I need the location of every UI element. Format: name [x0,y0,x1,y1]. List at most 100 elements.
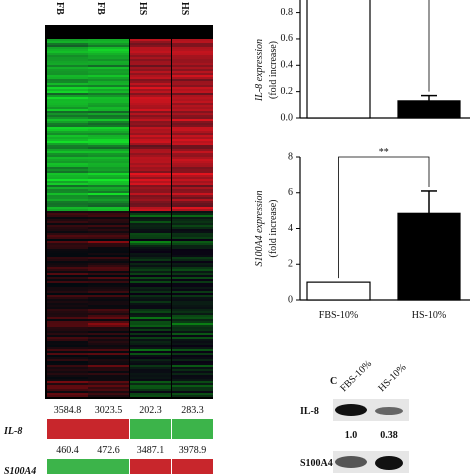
heatmap-cell [47,313,88,315]
heatmap-cell [130,273,171,275]
heatmap-cell [47,267,88,269]
heatmap-cell [88,305,129,307]
heatmap-cell [172,131,213,133]
heatmap-cell [130,313,171,315]
heatmap-cell [88,55,129,57]
heatmap-cell [88,97,129,99]
heatmap-cell [47,197,88,199]
heatmap-cell [47,275,88,277]
heatmap-cell [172,203,213,205]
heatmap-cell [88,319,129,321]
heatmap-cell [88,375,129,377]
heatmap-cell [88,53,129,55]
heatmap-cell [88,329,129,331]
heatmap-cell [130,385,171,387]
heatmap-cell [88,69,129,71]
significance-label: ** [379,147,389,158]
heatmap-cell [47,365,88,367]
heatmap-cell [130,69,171,71]
heatmap-cell [88,195,129,197]
heatmap-cell [47,367,88,369]
heatmap-cell [130,105,171,107]
heatmap-cell [130,145,171,147]
heatmap-cell [172,279,213,281]
heatmap-cell [88,251,129,253]
heatmap-cell [172,157,213,159]
heatmap-cell [47,49,88,51]
heatmap-cell [130,311,171,313]
heatmap-cell [172,313,213,315]
heatmap-cell [47,279,88,281]
heatmap-cell [47,69,88,71]
heatmap-cell [47,369,88,371]
heatmap-cell [47,119,88,121]
heatmap-cell [130,177,171,179]
heatmap-cell [88,83,129,85]
heatmap-cell [88,201,129,203]
heatmap-cell [47,135,88,137]
heatmap-cell [88,153,129,155]
heatmap-cell [130,215,171,217]
heatmap-cell [47,87,88,89]
heatmap-cell [130,89,171,91]
heatmap-cell [47,235,88,237]
heatmap-cell [172,67,213,69]
heatmap-cell [88,159,129,161]
bar [397,212,461,301]
heatmap-cell [47,107,88,109]
heatmap-cell [172,257,213,259]
heatmap-cell [130,75,171,77]
lane-label: FBS-10% [338,358,374,394]
heatmap-cell [88,259,129,261]
heatmap-cell [47,307,88,309]
heatmap-cell [88,391,129,393]
heatmap-cell [130,357,171,359]
heatmap-cell [172,361,213,363]
heatmap-cell [47,159,88,161]
heatmap-cell [47,273,88,275]
heatmap-cell [172,207,213,209]
heatmap-cell [88,175,129,177]
expression-value: 283.3 [181,405,204,416]
heatmap-cell [130,81,171,83]
heatmap-cell [130,99,171,101]
heatmap-cell [47,379,88,381]
heatmap-cell [88,263,129,265]
heatmap-cell [172,99,213,101]
heatmap-cell [88,199,129,201]
heatmap-cell [172,237,213,239]
blot-band [375,407,403,415]
heatmap-cell [47,77,88,79]
heatmap-cell [47,395,88,397]
heatmap-cell [172,43,213,45]
heatmap-cell [172,389,213,391]
heatmap-cell [47,193,88,195]
heatmap-cell [172,367,213,369]
heatmap-cell [47,63,88,65]
heatmap-cell [172,165,213,167]
heatmap-cell [172,119,213,121]
heatmap-cell [130,281,171,283]
row-label: IL-8 [300,406,319,417]
heatmap-cell [130,299,171,301]
expression-value: 3978.9 [179,445,207,456]
heatmap-cell [88,243,129,245]
heatmap-cell [130,283,171,285]
heatmap-cell [130,45,171,47]
bar-chart [296,156,470,301]
heatmap-cell [130,289,171,291]
heatmap-cell [130,171,171,173]
heatmap-cell [88,137,129,139]
heatmap-cell [130,169,171,171]
heatmap-cell [88,45,129,47]
heatmap-cell [88,311,129,313]
heatmap-cell [130,257,171,259]
heatmap-cell [47,169,88,171]
heatmap-cell [172,39,213,41]
heatmap-cell [47,97,88,99]
heatmap-cell [172,353,213,355]
heatmap-cell [172,95,213,97]
heatmap-cell [88,379,129,381]
heatmap-cell [88,161,129,163]
